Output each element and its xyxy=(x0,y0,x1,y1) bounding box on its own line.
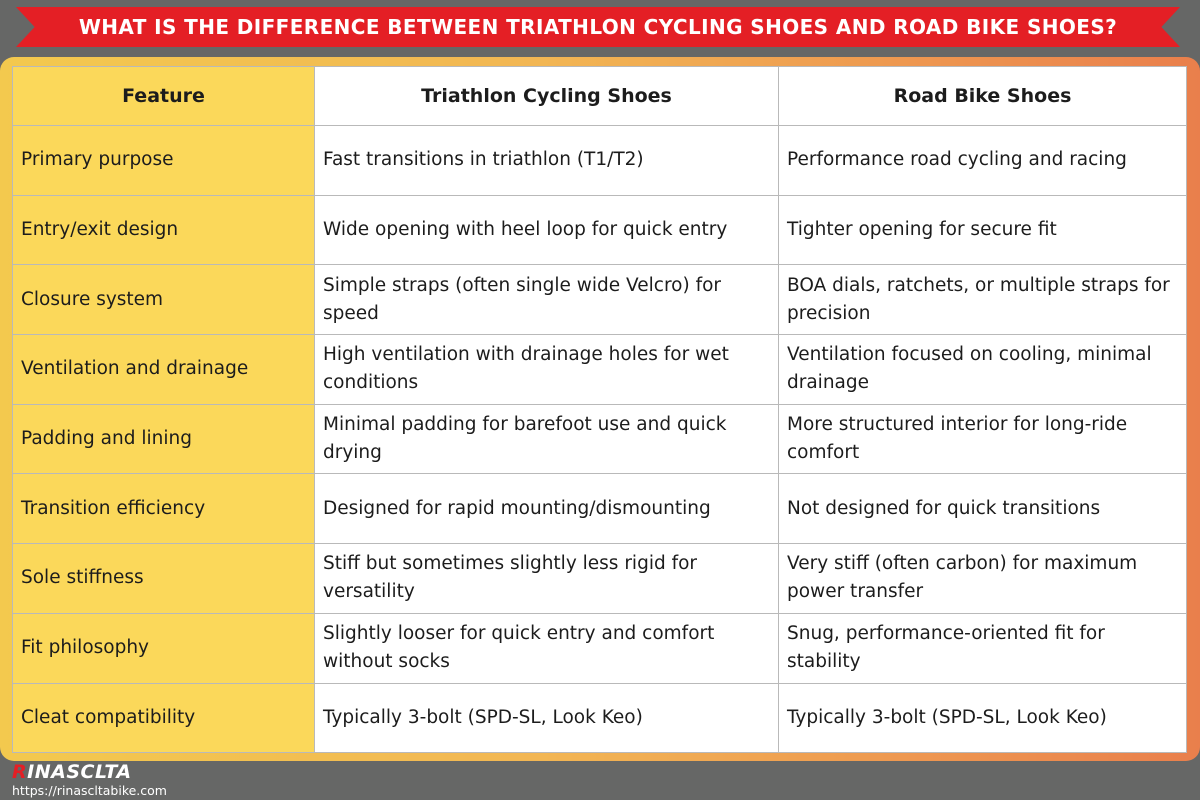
table-row: Closure system Simple straps (often sing… xyxy=(12,264,1187,336)
comparison-table: Feature Triathlon Cycling Shoes Road Bik… xyxy=(12,66,1187,754)
triathlon-cell: Minimal padding for barefoot use and qui… xyxy=(314,403,779,475)
brand-logo-rest: INASCLTA xyxy=(27,761,132,783)
feature-cell: Cleat compatibility xyxy=(12,682,315,754)
road-cell: BOA dials, ratchets, or multiple straps … xyxy=(778,264,1187,336)
brand-logo: RINASCLTA xyxy=(12,762,132,782)
road-cell: Not designed for quick transitions xyxy=(778,473,1187,545)
table-row: Primary purpose Fast transitions in tria… xyxy=(12,125,1187,196)
feature-cell: Transition efficiency xyxy=(12,473,315,545)
feature-cell: Entry/exit design xyxy=(12,194,315,266)
triathlon-cell: Stiff but sometimes slightly less rigid … xyxy=(314,543,779,614)
road-cell: Ventilation focused on cooling, minimal … xyxy=(778,334,1187,405)
table-row: Padding and lining Minimal padding for b… xyxy=(12,403,1187,475)
feature-cell: Ventilation and drainage xyxy=(12,334,315,405)
road-cell: More structured interior for long-ride c… xyxy=(778,403,1187,475)
triathlon-cell: Typically 3-bolt (SPD-SL, Look Keo) xyxy=(314,682,779,754)
feature-cell: Fit philosophy xyxy=(12,612,315,684)
table-row: Transition efficiency Designed for rapid… xyxy=(12,473,1187,545)
triathlon-cell: Slightly looser for quick entry and comf… xyxy=(314,612,779,684)
road-cell: Snug, performance-oriented fit for stabi… xyxy=(778,612,1187,684)
page-title: WHAT IS THE DIFFERENCE BETWEEN TRIATHLON… xyxy=(78,15,1118,39)
header-road-shoes: Road Bike Shoes xyxy=(778,66,1187,126)
feature-cell: Closure system xyxy=(12,264,315,336)
feature-cell: Primary purpose xyxy=(12,125,315,196)
triathlon-cell: Wide opening with heel loop for quick en… xyxy=(314,194,779,266)
table-header-row: Feature Triathlon Cycling Shoes Road Bik… xyxy=(12,66,1187,126)
road-cell: Tighter opening for secure fit xyxy=(778,194,1187,266)
title-banner: WHAT IS THE DIFFERENCE BETWEEN TRIATHLON… xyxy=(16,7,1180,47)
brand-logo-initial: R xyxy=(12,761,28,783)
road-cell: Very stiff (often carbon) for maximum po… xyxy=(778,543,1187,614)
road-cell: Typically 3-bolt (SPD-SL, Look Keo) xyxy=(778,682,1187,754)
table-row: Sole stiffness Stiff but sometimes sligh… xyxy=(12,543,1187,614)
feature-cell: Sole stiffness xyxy=(12,543,315,614)
header-triathlon-shoes: Triathlon Cycling Shoes xyxy=(314,66,779,126)
triathlon-cell: High ventilation with drainage holes for… xyxy=(314,334,779,405)
table-row: Ventilation and drainage High ventilatio… xyxy=(12,334,1187,405)
triathlon-cell: Designed for rapid mounting/dismounting xyxy=(314,473,779,545)
table-row: Fit philosophy Slightly looser for quick… xyxy=(12,612,1187,684)
header-feature: Feature xyxy=(12,66,315,126)
road-cell: Performance road cycling and racing xyxy=(778,125,1187,196)
table-row: Cleat compatibility Typically 3-bolt (SP… xyxy=(12,682,1187,754)
table-row: Entry/exit design Wide opening with heel… xyxy=(12,194,1187,266)
triathlon-cell: Fast transitions in triathlon (T1/T2) xyxy=(314,125,779,196)
triathlon-cell: Simple straps (often single wide Velcro)… xyxy=(314,264,779,336)
feature-cell: Padding and lining xyxy=(12,403,315,475)
brand-url: https://rinascltabike.com xyxy=(12,783,167,798)
